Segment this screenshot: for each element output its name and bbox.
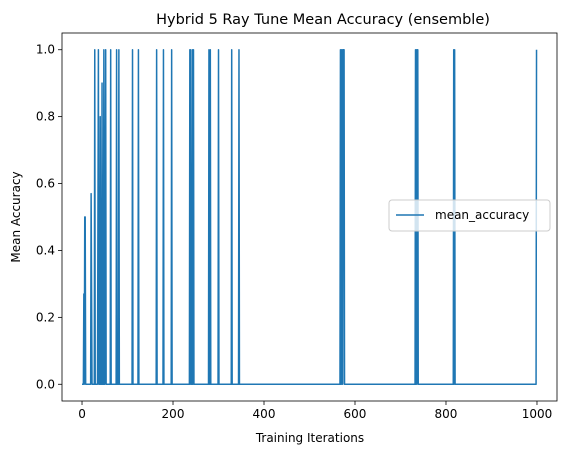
y-axis-label: Mean Accuracy	[9, 171, 23, 262]
series-line-mean-accuracy	[82, 48, 538, 386]
x-tick-label: 0	[78, 407, 86, 421]
y-tick-label: 0.2	[36, 310, 55, 324]
x-tick-label: 600	[344, 407, 367, 421]
y-tick-label: 1.0	[36, 43, 55, 57]
y-tick-label: 0.6	[36, 177, 55, 191]
legend-box	[388, 199, 551, 232]
y-tick-label: 0.0	[36, 377, 55, 391]
x-axis-label: Training Iterations	[255, 431, 364, 445]
x-tick-label: 200	[162, 407, 185, 421]
chart-title: Hybrid 5 Ray Tune Mean Accuracy (ensembl…	[156, 12, 490, 28]
y-tick-label: 0.4	[36, 243, 55, 257]
legend: mean_accuracy	[388, 199, 551, 232]
x-tick-label: 400	[253, 407, 276, 421]
y-tick-label: 0.8	[36, 110, 55, 124]
plot-area	[82, 48, 538, 386]
axes-frame	[61, 32, 558, 402]
x-tick-label: 800	[435, 407, 458, 421]
axis-ticks: 0 200 400 600 800 1000 0.0 0.2 0.4 0.6 0.8 1.0	[36, 43, 552, 421]
legend-label-mean-accuracy: mean_accuracy	[435, 208, 529, 222]
x-tick-label: 1000	[522, 407, 553, 421]
